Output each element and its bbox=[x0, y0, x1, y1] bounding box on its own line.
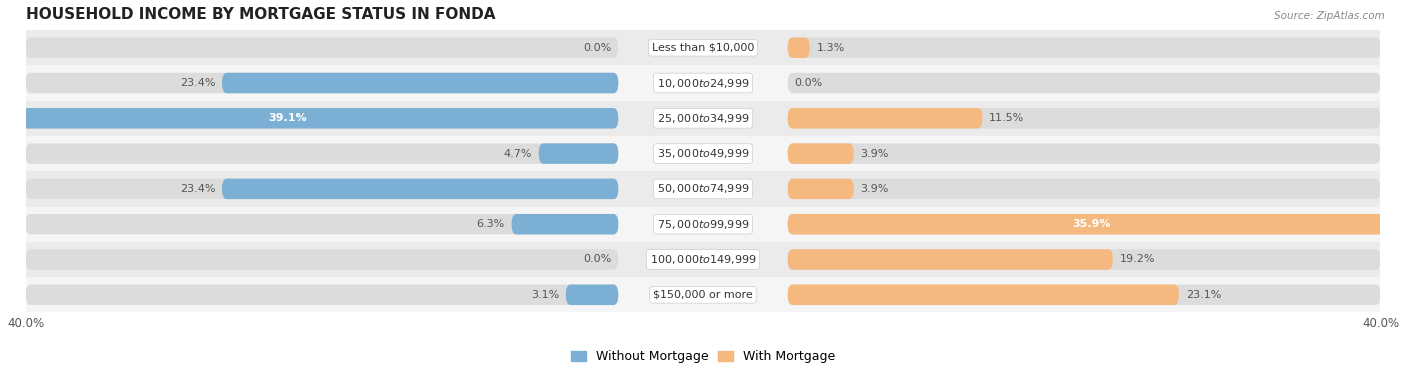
FancyBboxPatch shape bbox=[222, 179, 619, 199]
FancyBboxPatch shape bbox=[25, 171, 1381, 207]
FancyBboxPatch shape bbox=[787, 108, 983, 129]
FancyBboxPatch shape bbox=[787, 285, 1180, 305]
Text: 3.1%: 3.1% bbox=[531, 290, 560, 300]
FancyBboxPatch shape bbox=[787, 37, 810, 58]
Text: $35,000 to $49,999: $35,000 to $49,999 bbox=[657, 147, 749, 160]
Text: 23.4%: 23.4% bbox=[180, 184, 215, 194]
Text: $25,000 to $34,999: $25,000 to $34,999 bbox=[657, 112, 749, 125]
FancyBboxPatch shape bbox=[787, 179, 853, 199]
Text: HOUSEHOLD INCOME BY MORTGAGE STATUS IN FONDA: HOUSEHOLD INCOME BY MORTGAGE STATUS IN F… bbox=[25, 7, 495, 22]
Text: 39.1%: 39.1% bbox=[269, 113, 307, 123]
Text: 3.9%: 3.9% bbox=[860, 184, 889, 194]
FancyBboxPatch shape bbox=[25, 108, 619, 129]
Text: $50,000 to $74,999: $50,000 to $74,999 bbox=[657, 182, 749, 195]
Text: 23.4%: 23.4% bbox=[180, 78, 215, 88]
Text: 23.1%: 23.1% bbox=[1185, 290, 1220, 300]
FancyBboxPatch shape bbox=[565, 285, 619, 305]
FancyBboxPatch shape bbox=[222, 73, 619, 93]
Text: 35.9%: 35.9% bbox=[1073, 219, 1111, 229]
Text: 3.9%: 3.9% bbox=[860, 149, 889, 159]
FancyBboxPatch shape bbox=[25, 101, 1381, 136]
Text: 6.3%: 6.3% bbox=[477, 219, 505, 229]
FancyBboxPatch shape bbox=[25, 249, 619, 270]
FancyBboxPatch shape bbox=[25, 73, 619, 93]
FancyBboxPatch shape bbox=[25, 285, 619, 305]
FancyBboxPatch shape bbox=[0, 108, 619, 129]
FancyBboxPatch shape bbox=[787, 214, 1381, 234]
FancyBboxPatch shape bbox=[25, 65, 1381, 101]
FancyBboxPatch shape bbox=[787, 73, 1381, 93]
FancyBboxPatch shape bbox=[25, 207, 1381, 242]
Text: 4.7%: 4.7% bbox=[503, 149, 531, 159]
FancyBboxPatch shape bbox=[25, 214, 619, 234]
FancyBboxPatch shape bbox=[787, 285, 1381, 305]
FancyBboxPatch shape bbox=[787, 249, 1381, 270]
Text: $100,000 to $149,999: $100,000 to $149,999 bbox=[650, 253, 756, 266]
FancyBboxPatch shape bbox=[787, 214, 1396, 234]
FancyBboxPatch shape bbox=[538, 143, 619, 164]
FancyBboxPatch shape bbox=[787, 249, 1114, 270]
FancyBboxPatch shape bbox=[787, 108, 1381, 129]
Text: 1.3%: 1.3% bbox=[817, 43, 845, 53]
FancyBboxPatch shape bbox=[25, 37, 619, 58]
Text: 0.0%: 0.0% bbox=[583, 254, 612, 265]
FancyBboxPatch shape bbox=[787, 37, 1381, 58]
FancyBboxPatch shape bbox=[25, 136, 1381, 171]
Text: 19.2%: 19.2% bbox=[1119, 254, 1156, 265]
FancyBboxPatch shape bbox=[787, 143, 853, 164]
Legend: Without Mortgage, With Mortgage: Without Mortgage, With Mortgage bbox=[565, 345, 841, 368]
FancyBboxPatch shape bbox=[25, 179, 619, 199]
Text: 0.0%: 0.0% bbox=[794, 78, 823, 88]
Text: Less than $10,000: Less than $10,000 bbox=[652, 43, 754, 53]
FancyBboxPatch shape bbox=[25, 30, 1381, 65]
Text: $75,000 to $99,999: $75,000 to $99,999 bbox=[657, 218, 749, 231]
FancyBboxPatch shape bbox=[787, 143, 1381, 164]
Text: $150,000 or more: $150,000 or more bbox=[654, 290, 752, 300]
FancyBboxPatch shape bbox=[25, 277, 1381, 313]
Text: 11.5%: 11.5% bbox=[990, 113, 1025, 123]
Text: Source: ZipAtlas.com: Source: ZipAtlas.com bbox=[1274, 11, 1385, 21]
FancyBboxPatch shape bbox=[25, 143, 619, 164]
FancyBboxPatch shape bbox=[512, 214, 619, 234]
FancyBboxPatch shape bbox=[25, 242, 1381, 277]
FancyBboxPatch shape bbox=[787, 179, 1381, 199]
Text: $10,000 to $24,999: $10,000 to $24,999 bbox=[657, 77, 749, 89]
Text: 0.0%: 0.0% bbox=[583, 43, 612, 53]
